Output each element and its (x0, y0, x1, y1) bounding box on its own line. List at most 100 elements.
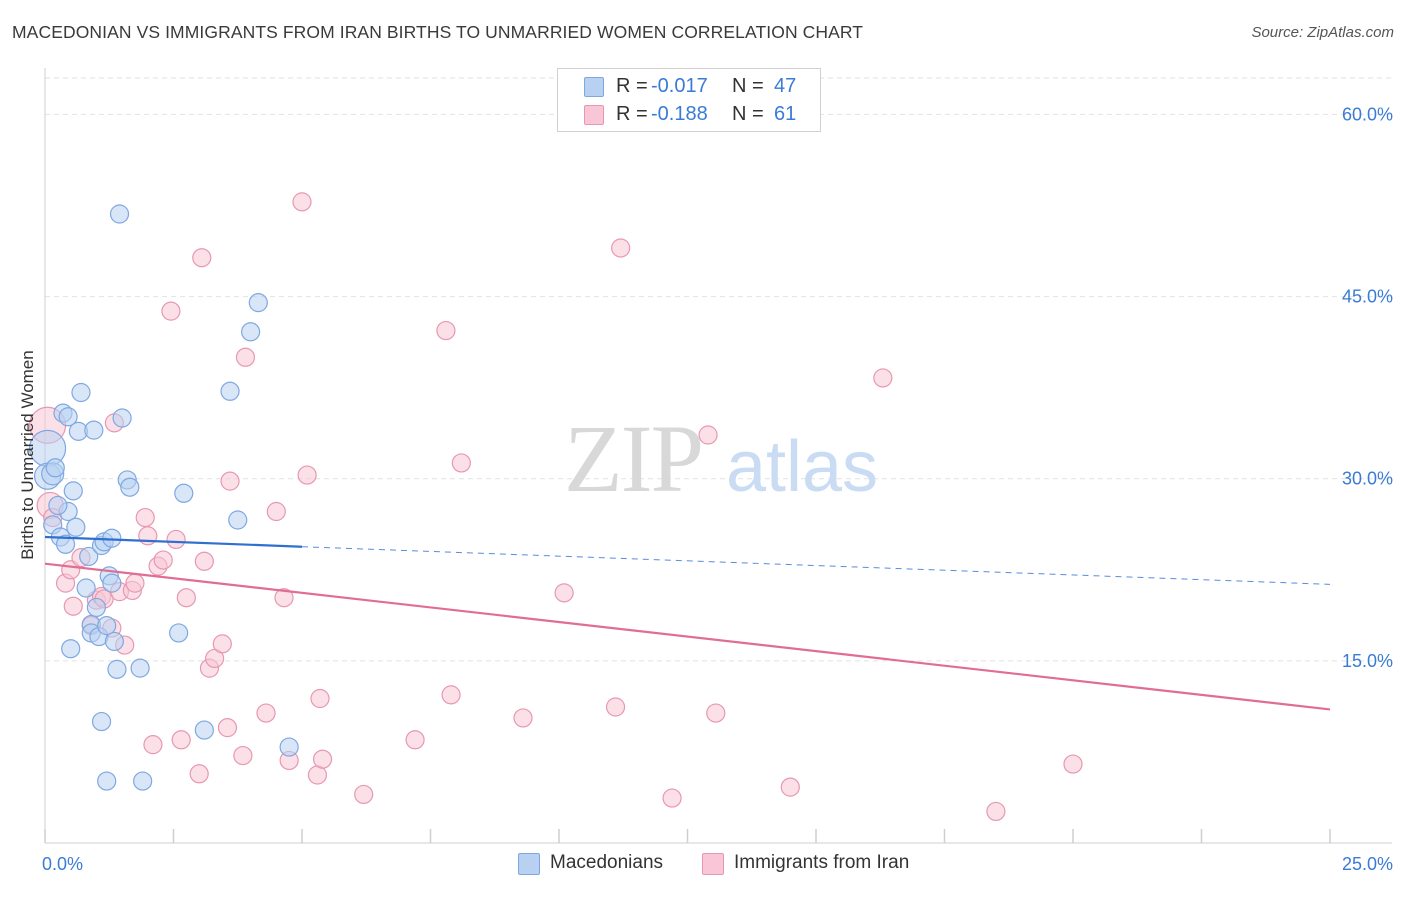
macedonian-point (220, 381, 240, 401)
axes (44, 68, 1392, 844)
macedonian-point (63, 481, 83, 501)
iran-point (266, 501, 286, 522)
legend-n-value: 47 (774, 75, 797, 97)
chart-title: MACEDONIAN VS IMMIGRANTS FROM IRAN BIRTH… (12, 22, 864, 42)
iran-point (354, 784, 374, 805)
iran-point (171, 730, 191, 750)
watermark-atlas: atlas (726, 427, 878, 507)
iran-point (176, 588, 196, 608)
legend-swatch-pink (584, 105, 604, 125)
macedonian-point (97, 771, 117, 791)
iran-point (451, 453, 471, 473)
iran-point (297, 465, 317, 485)
y-tick-label: 30.0% (1342, 469, 1393, 489)
source-credit: Source: ZipAtlas.com (1251, 24, 1394, 41)
iran-point (436, 320, 456, 341)
macedonian-point (174, 483, 194, 503)
macedonian-point (76, 578, 96, 598)
iran-point (233, 745, 253, 766)
iran-point (189, 764, 209, 784)
macedonian-point (107, 659, 127, 679)
iran-point (873, 368, 893, 388)
iran-point (217, 718, 238, 738)
x-tick-label: 25.0% (1342, 854, 1393, 874)
macedonian-point (97, 616, 117, 636)
macedonian-points (28, 204, 299, 791)
macedonian-point (58, 407, 78, 427)
iran-trend-line (44, 562, 1331, 711)
macedonian-point (91, 711, 112, 732)
macedonian-point (169, 623, 189, 643)
legend-label-iran: Immigrants from Iran (734, 852, 910, 873)
y-axis-title-wrap: Births to Unmarried Women (16, 0, 40, 892)
correlation-legend: R = -0.017 N = 47 R = -0.188 N = 61 (557, 68, 821, 132)
macedonian-point (61, 639, 81, 659)
iran-point (986, 801, 1006, 822)
iran-point (441, 685, 461, 705)
macedonian-point (45, 458, 65, 478)
macedonian-point (104, 631, 124, 652)
iran-point (63, 596, 83, 616)
macedonian-point (112, 408, 132, 428)
y-tick-label: 15.0% (1342, 651, 1393, 671)
y-tick-label: 45.0% (1342, 287, 1393, 307)
iran-point (212, 634, 232, 654)
macedonian-point (133, 771, 153, 791)
macedonian-point (194, 720, 214, 740)
legend-n-label: N = (732, 103, 764, 125)
iran-point (194, 551, 214, 571)
macedonian-point (120, 477, 140, 497)
iran-point (143, 735, 163, 755)
macedonian-point (79, 546, 99, 567)
macedonian-trend-line-extension (301, 546, 1331, 585)
legend-swatch-pink (702, 853, 724, 875)
legend-n-label: N = (732, 75, 764, 97)
legend-row-macedonians: R = -0.017 N = 47 (558, 73, 820, 99)
macedonian-point (102, 573, 122, 593)
legend-r-label: R = (616, 75, 648, 97)
tick-labels: 15.0% 30.0% 45.0% 60.0% 0.0% 25.0% (42, 104, 1393, 874)
iran-point (662, 788, 682, 808)
iran-point (220, 471, 240, 491)
macedonian-point (130, 658, 150, 678)
iran-point (312, 749, 333, 769)
iran-point (310, 688, 330, 709)
iran-point (554, 583, 574, 603)
iran-point (274, 588, 294, 608)
iran-point (1063, 754, 1083, 774)
macedonian-point (66, 517, 86, 537)
iran-point (611, 238, 631, 258)
macedonian-point (84, 420, 104, 440)
iran-point (706, 703, 726, 723)
macedonian-point (279, 737, 299, 757)
iran-point (153, 550, 173, 570)
iran-point (166, 529, 186, 550)
legend-n-value: 61 (774, 103, 797, 125)
y-tick-label: 60.0% (1342, 104, 1393, 124)
gridlines (45, 77, 1392, 662)
iran-point (135, 507, 155, 528)
macedonian-point (109, 204, 130, 224)
iran-point (235, 347, 256, 367)
legend-swatch-blue (584, 77, 604, 97)
macedonian-point (241, 322, 261, 342)
iran-point (405, 730, 425, 750)
legend-swatch-blue (518, 853, 540, 875)
iran-point (513, 708, 533, 728)
iran-point (698, 425, 718, 445)
iran-point (125, 573, 145, 593)
x-tick-label: 0.0% (42, 854, 83, 874)
iran-points (28, 192, 1083, 822)
macedonian-point (86, 597, 107, 618)
legend-label-macedonians: Macedonians (550, 852, 664, 873)
legend-r-value: -0.017 (651, 75, 708, 97)
macedonian-point (48, 495, 68, 516)
iran-point (161, 301, 181, 321)
iran-point (292, 192, 312, 212)
iran-point (192, 248, 212, 268)
iran-point (780, 777, 800, 797)
legend-r-label: R = (616, 103, 648, 125)
macedonian-trend-line (44, 535, 303, 548)
legend-r-value: -0.188 (651, 103, 708, 125)
